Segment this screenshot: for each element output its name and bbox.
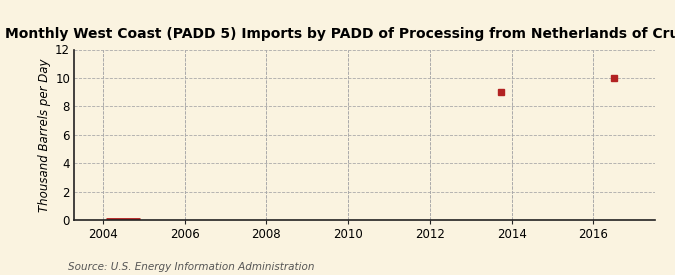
Y-axis label: Thousand Barrels per Day: Thousand Barrels per Day <box>38 58 51 211</box>
Title: Monthly West Coast (PADD 5) Imports by PADD of Processing from Netherlands of Cr: Monthly West Coast (PADD 5) Imports by P… <box>5 28 675 42</box>
Text: Source: U.S. Energy Information Administration: Source: U.S. Energy Information Administ… <box>68 262 314 272</box>
